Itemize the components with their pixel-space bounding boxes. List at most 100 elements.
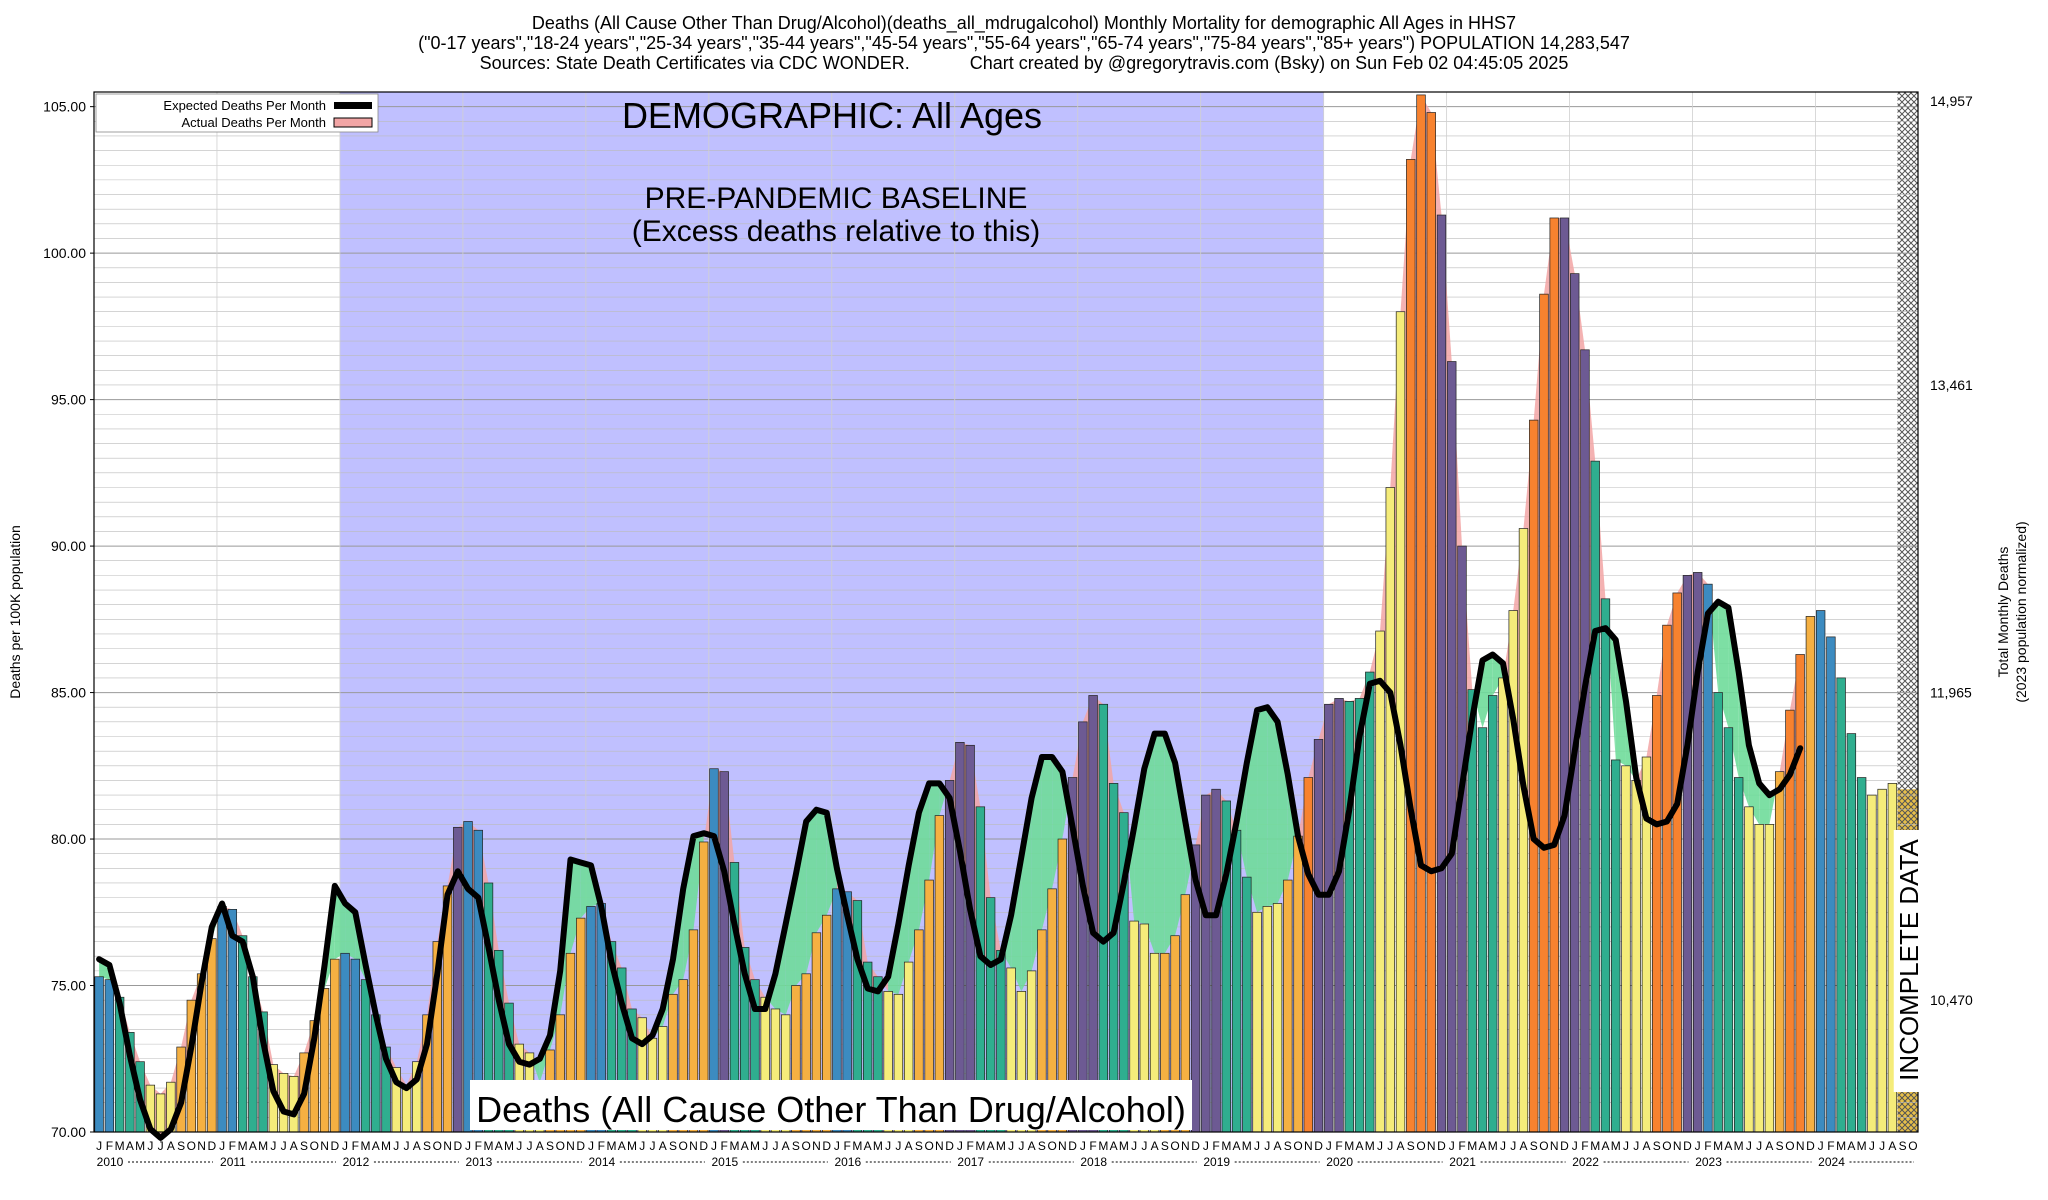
- x-month-label: M: [1467, 1139, 1477, 1153]
- x-month-label: S: [1653, 1139, 1661, 1153]
- y-axis-title-right-sub: (2023 population normalized): [2013, 521, 2029, 702]
- actual-bar: [1293, 835, 1303, 1133]
- legend-swatch-expected: [334, 102, 372, 109]
- actual-bar: [1303, 777, 1313, 1133]
- x-month-label: N: [1550, 1139, 1559, 1153]
- actual-bar: [1447, 361, 1457, 1133]
- x-month-label: S: [669, 1139, 677, 1153]
- actual-bar: [1529, 419, 1539, 1133]
- x-month-label: A: [782, 1139, 790, 1153]
- deficit-area: [1052, 757, 1063, 889]
- x-month-label: J: [711, 1139, 717, 1153]
- x-month-label: A: [249, 1139, 257, 1153]
- x-month-label: M: [238, 1139, 248, 1153]
- x-month-label: J: [1203, 1139, 1209, 1153]
- x-month-label: F: [352, 1139, 359, 1153]
- x-month-label: O: [433, 1139, 442, 1153]
- actual-bar: [965, 744, 975, 1133]
- x-year-label: 2012: [343, 1155, 370, 1169]
- expected-deaths-line: [96, 598, 1804, 1141]
- x-month-label: O: [679, 1139, 688, 1153]
- x-month-label: S: [177, 1139, 185, 1153]
- deficit-area: [570, 859, 581, 954]
- actual-bar: [1426, 112, 1436, 1133]
- actual-bar: [1324, 703, 1334, 1133]
- x-month-label: O: [924, 1139, 933, 1153]
- actual-bar: [1867, 794, 1877, 1133]
- actual-bar: [340, 952, 350, 1133]
- x-month-label: F: [1827, 1139, 1834, 1153]
- x-month-label: A: [1397, 1139, 1405, 1153]
- x-month-label: J: [1818, 1139, 1824, 1153]
- y-tick-label: 90.00: [51, 538, 86, 554]
- x-month-label: O: [1170, 1139, 1179, 1153]
- x-month-label: J: [772, 1139, 778, 1153]
- x-month-label: D: [1806, 1139, 1815, 1153]
- x-month-label: J: [1387, 1139, 1393, 1153]
- x-month-label: D: [1314, 1139, 1323, 1153]
- y-right-tick-label: 14,957: [1930, 93, 1973, 109]
- x-month-label: D: [1683, 1139, 1692, 1153]
- x-month-label: M: [504, 1139, 514, 1153]
- x-month-label: M: [1836, 1139, 1846, 1153]
- x-month-label: J: [158, 1139, 164, 1153]
- deficit-area: [1031, 757, 1042, 971]
- x-month-label: N: [320, 1139, 329, 1153]
- axes-layer: 70.00 75.00 80.00 85.00 90.00 95.00 100.00 105.…: [7, 91, 2029, 1169]
- actual-bar: [1539, 293, 1549, 1133]
- x-month-label: A: [372, 1139, 380, 1153]
- actual-bar: [1375, 630, 1385, 1133]
- x-month-label: M: [975, 1139, 985, 1153]
- x-month-label: A: [1356, 1139, 1364, 1153]
- x-month-label: D: [822, 1139, 831, 1153]
- x-month-label: J: [1510, 1139, 1516, 1153]
- actual-bar: [1713, 692, 1723, 1133]
- x-month-label: S: [1284, 1139, 1292, 1153]
- x-month-label: A: [1519, 1139, 1527, 1153]
- x-month-label: N: [1181, 1139, 1190, 1153]
- x-month-label: O: [1047, 1139, 1056, 1153]
- deficit-area: [1175, 762, 1186, 936]
- actual-bar: [1416, 94, 1426, 1133]
- x-month-label: J: [639, 1139, 645, 1153]
- actual-bar: [330, 958, 340, 1133]
- actual-bar: [1334, 698, 1344, 1133]
- actual-bar: [1734, 777, 1744, 1133]
- actual-bar: [1836, 677, 1846, 1133]
- y-tick-label: 100.00: [43, 245, 86, 261]
- actual-bar: [227, 909, 238, 1133]
- x-month-label: J: [1141, 1139, 1147, 1153]
- x-month-label: J: [516, 1139, 522, 1153]
- legend-label-actual: Actual Deaths Per Month: [181, 115, 326, 130]
- baseline-label-2: (Excess deaths relative to this): [632, 215, 1041, 248]
- actual-bar: [1652, 695, 1662, 1133]
- x-month-label: J: [1326, 1139, 1332, 1153]
- expected-line-layer: [96, 598, 1804, 1141]
- deficit-area: [683, 836, 694, 980]
- actual-bar: [1764, 824, 1775, 1133]
- baseline-label-1: PRE-PANDEMIC BASELINE: [645, 182, 1028, 215]
- actual-bar: [1272, 903, 1283, 1133]
- actual-bar: [1252, 911, 1262, 1133]
- y-tick-label: 85.00: [51, 685, 86, 701]
- x-month-label: J: [1623, 1139, 1629, 1153]
- x-month-label: F: [1458, 1139, 1465, 1153]
- actual-bar: [319, 988, 330, 1133]
- actual-bar: [360, 979, 371, 1133]
- actual-bar: [1498, 677, 1508, 1133]
- x-month-label: S: [300, 1139, 308, 1153]
- actual-bar: [1621, 765, 1631, 1133]
- actual-bar: [1682, 575, 1693, 1133]
- actual-bar: [1559, 217, 1570, 1133]
- x-month-label: J: [96, 1139, 102, 1153]
- y-tick-label: 105.00: [43, 99, 86, 115]
- x-month-label: S: [423, 1139, 431, 1153]
- actual-bar: [1723, 727, 1734, 1133]
- x-month-label: S: [1038, 1139, 1046, 1153]
- x-month-label: F: [1212, 1139, 1219, 1153]
- actual-bar: [1436, 214, 1447, 1133]
- x-month-label: N: [689, 1139, 698, 1153]
- x-month-label: J: [147, 1139, 153, 1153]
- x-month-label: A: [905, 1139, 913, 1153]
